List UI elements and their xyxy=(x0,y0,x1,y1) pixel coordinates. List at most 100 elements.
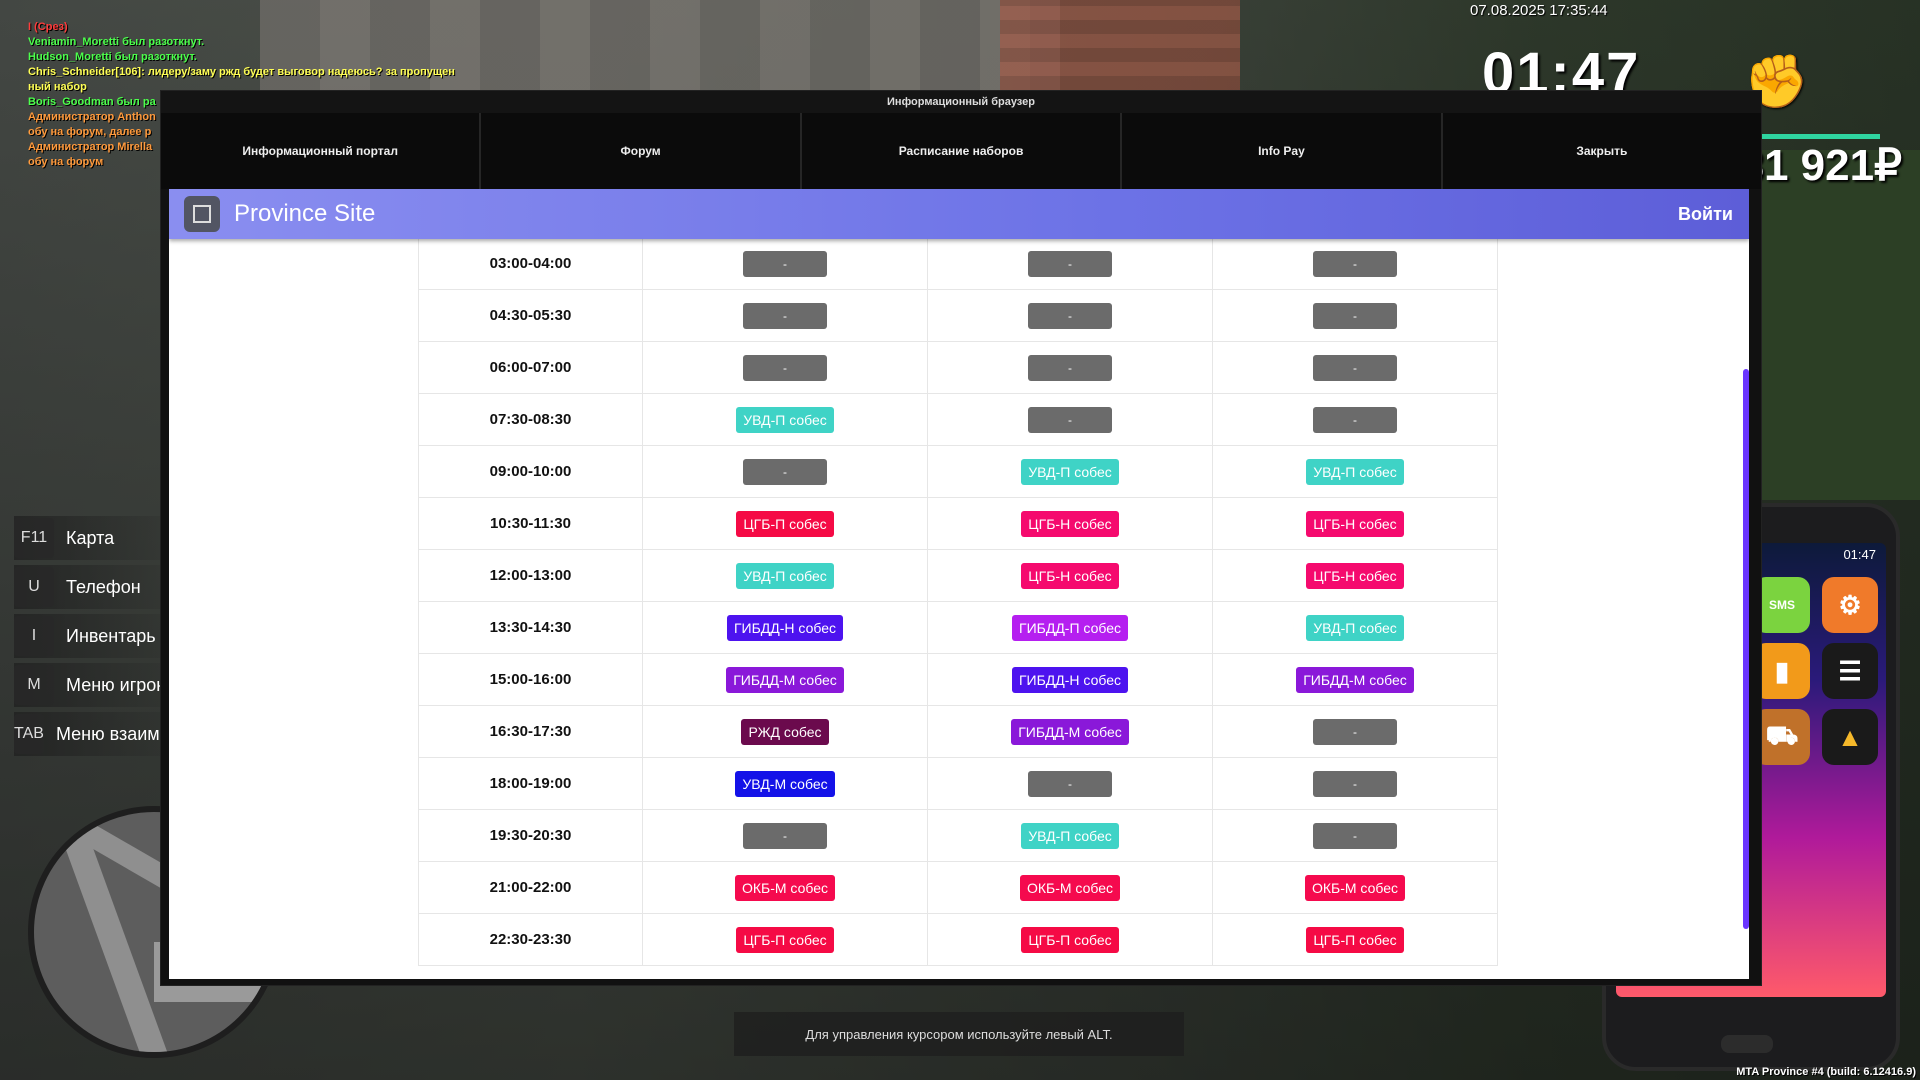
recruitment-badge[interactable]: ЦГБ-Н собес xyxy=(1306,510,1404,537)
recruitment-badge[interactable]: УВД-П собес xyxy=(736,562,834,589)
recruitment-badge[interactable]: ОКБ-М собес xyxy=(1304,874,1406,901)
recruitment-badge[interactable]: ГИБДД-Н собес xyxy=(1011,666,1129,693)
chat-line: Chris_Schneider[106]: лидеру/заму ржд бу… xyxy=(28,66,455,78)
login-button[interactable]: Войти xyxy=(1678,203,1733,224)
slot-cell: - xyxy=(1212,341,1498,394)
recruitment-badge[interactable]: ГИБДД-М собес xyxy=(1011,718,1129,745)
recruitment-badge[interactable]: ЦГБ-П собес xyxy=(736,926,834,953)
scrollbar[interactable] xyxy=(1743,369,1749,929)
recruitment-badge[interactable]: ГИБДД-Н собес xyxy=(726,614,844,641)
health-bar xyxy=(1700,134,1880,139)
slot-cell: - xyxy=(642,809,928,862)
slot-cell: ОКБ-М собес xyxy=(1212,861,1498,914)
empty-slot-badge[interactable]: - xyxy=(743,458,827,485)
recruitment-badge[interactable]: ЦГБ-Н собес xyxy=(1021,562,1119,589)
table-row: 13:30-14:30 ГИБДД-Н собес ГИБДД-П собес УВД… xyxy=(418,601,1498,654)
sms-app-icon[interactable]: SMS xyxy=(1754,577,1810,633)
slot-cell: - xyxy=(642,239,928,290)
recruitment-badge[interactable]: ГИБДД-П собес xyxy=(1012,614,1128,641)
empty-slot-badge[interactable]: - xyxy=(1028,302,1112,329)
recruitment-badge[interactable]: УВД-П собес xyxy=(1306,458,1404,485)
empty-slot-badge[interactable]: - xyxy=(743,302,827,329)
slot-cell: - xyxy=(1212,393,1498,446)
hotkey-label: Инвентарь xyxy=(66,625,156,646)
table-row: 15:00-16:00 ГИБДД-М собес ГИБДД-Н собес ГИБ… xyxy=(418,653,1498,706)
slot-cell: УВД-М собес xyxy=(642,757,928,810)
tab-info-portal[interactable]: Информационный портал xyxy=(161,113,482,189)
empty-slot-badge[interactable]: - xyxy=(1028,250,1112,277)
settings-app-icon[interactable]: ⚙ xyxy=(1822,577,1878,633)
phone-home-button[interactable] xyxy=(1721,1035,1773,1053)
table-row: 10:30-11:30 ЦГБ-П собес ЦГБ-Н собес ЦГБ-Н с… xyxy=(418,497,1498,550)
background-grass xyxy=(1760,150,1920,500)
time-slot-cell: 16:30-17:30 xyxy=(418,705,643,758)
recruitment-badge[interactable]: РЖД собес xyxy=(741,718,829,745)
time-slot-cell: 12:00-13:00 xyxy=(418,549,643,602)
table-row: 07:30-08:30 УВД-П собес - - xyxy=(418,393,1498,446)
slot-cell: ГИБДД-Н собес xyxy=(642,601,928,654)
background-building-brick xyxy=(1000,0,1240,90)
empty-slot-badge[interactable]: - xyxy=(1313,822,1397,849)
site-title: Province Site xyxy=(234,200,376,227)
empty-slot-badge[interactable]: - xyxy=(1313,302,1397,329)
recruitment-badge[interactable]: ЦГБ-П собес xyxy=(736,510,834,537)
empty-slot-badge[interactable]: - xyxy=(743,822,827,849)
chat-line: Администратор Mirella xyxy=(28,141,153,153)
empty-slot-badge[interactable]: - xyxy=(1313,770,1397,797)
recruitment-badge[interactable]: ЦГБ-Н собес xyxy=(1306,562,1404,589)
close-button[interactable]: Закрыть xyxy=(1442,113,1762,189)
slot-cell: ГИБДД-М собес xyxy=(1212,653,1498,706)
browser-tabs: Информационный портал Форум Расписание н… xyxy=(161,113,1762,189)
empty-slot-badge[interactable]: - xyxy=(743,250,827,277)
recruitment-badge[interactable]: УВД-М собес xyxy=(735,770,835,797)
notes-app-icon[interactable]: ☰ xyxy=(1822,643,1878,699)
table-row: 03:00-04:00 - - - xyxy=(418,239,1498,290)
table-row: 19:30-20:30 - УВД-П собес - xyxy=(418,809,1498,862)
slot-cell: ОКБ-М собес xyxy=(642,861,928,914)
navigator-app-icon[interactable]: ▲ xyxy=(1822,709,1878,765)
recruitment-badge[interactable]: ГИБДД-М собес xyxy=(1296,666,1414,693)
chat-line: Администратор Anthon xyxy=(28,111,156,123)
slot-cell: - xyxy=(927,289,1213,342)
slot-cell: ГИБДД-П собес xyxy=(927,601,1213,654)
recruitment-badge[interactable]: ЦГБ-Н собес xyxy=(1021,510,1119,537)
time-slot-cell: 10:30-11:30 xyxy=(418,497,643,550)
hotkey-key: M xyxy=(14,665,54,705)
time-slot-cell: 22:30-23:30 xyxy=(418,913,643,966)
slot-cell: ЦГБ-Н собес xyxy=(1212,497,1498,550)
hotkey-label: Карта xyxy=(66,527,115,548)
tab-info-pay[interactable]: Info Pay xyxy=(1122,113,1443,189)
tow-truck-app-icon[interactable]: ⛟ xyxy=(1754,709,1810,765)
empty-slot-badge[interactable]: - xyxy=(1028,770,1112,797)
slot-cell: ЦГБ-П собес xyxy=(1212,913,1498,966)
table-row: 16:30-17:30 РЖД собес ГИБДД-М собес - xyxy=(418,705,1498,758)
recruitment-badge[interactable]: ЦГБ-П собес xyxy=(1021,926,1119,953)
tab-recruitment-schedule[interactable]: Расписание наборов xyxy=(801,113,1123,189)
recruitment-badge[interactable]: ОКБ-М собес xyxy=(1019,874,1121,901)
slot-cell: ЦГБ-Н собес xyxy=(1212,549,1498,602)
slot-cell: ГИБДД-М собес xyxy=(927,705,1213,758)
empty-slot-badge[interactable]: - xyxy=(743,354,827,381)
table-row: 12:00-13:00 УВД-П собес ЦГБ-Н собес ЦГБ-Н с… xyxy=(418,549,1498,602)
time-slot-cell: 07:30-08:30 xyxy=(418,393,643,446)
chat-log: I (Срез) Veniamin_Moretti был разоткнут. H… xyxy=(28,20,508,170)
recruitment-badge[interactable]: УВД-П собес xyxy=(1306,614,1404,641)
recruitment-badge[interactable]: ОКБ-М собес xyxy=(734,874,836,901)
empty-slot-badge[interactable]: - xyxy=(1313,406,1397,433)
time-slot-cell: 06:00-07:00 xyxy=(418,341,643,394)
recruitment-badge[interactable]: УВД-П собес xyxy=(1021,458,1119,485)
tab-forum[interactable]: Форум xyxy=(481,113,802,189)
empty-slot-badge[interactable]: - xyxy=(1313,718,1397,745)
empty-slot-badge[interactable]: - xyxy=(1028,354,1112,381)
empty-slot-badge[interactable]: - xyxy=(1028,406,1112,433)
recruitment-badge[interactable]: ГИБДД-М собес xyxy=(726,666,844,693)
recruitment-badge[interactable]: УВД-П собес xyxy=(1021,822,1119,849)
hotkey-key: I xyxy=(14,616,54,656)
slot-cell: - xyxy=(642,445,928,498)
stats-app-icon[interactable]: ▮ xyxy=(1754,643,1810,699)
empty-slot-badge[interactable]: - xyxy=(1313,354,1397,381)
site-logo-icon[interactable] xyxy=(184,196,220,232)
recruitment-badge[interactable]: ЦГБ-П собес xyxy=(1306,926,1404,953)
recruitment-badge[interactable]: УВД-П собес xyxy=(736,406,834,433)
empty-slot-badge[interactable]: - xyxy=(1313,250,1397,277)
